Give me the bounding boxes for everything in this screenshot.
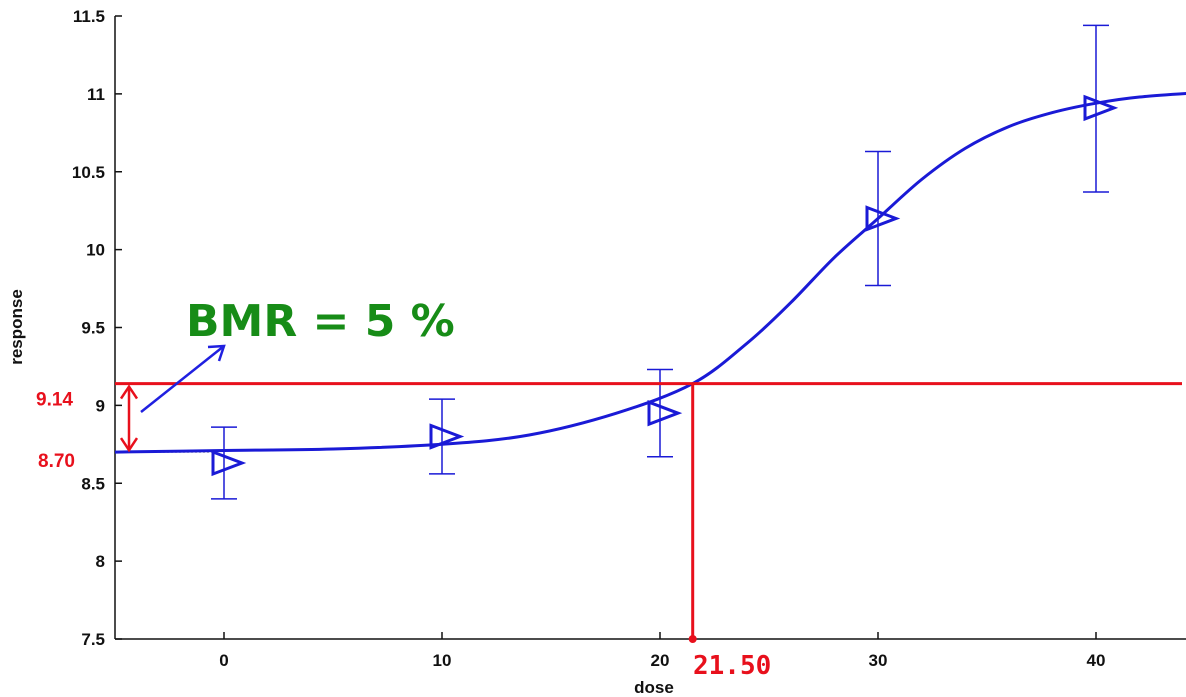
- y-tick-label: 11.5: [73, 7, 105, 26]
- x-tick-label: 20: [651, 651, 670, 670]
- x-tick-label: 0: [219, 651, 228, 670]
- x-tick-label: 30: [869, 651, 888, 670]
- y-axis-title: response: [7, 289, 26, 365]
- y-ticks: 7.5 8 8.5 9 9.5 10 10.5 11 11.5: [72, 7, 122, 649]
- bmd-dot: [688, 635, 697, 643]
- y-tick-label: 11: [87, 85, 105, 104]
- x-axis-title: dose: [634, 678, 674, 697]
- y-tick-label: 8.5: [81, 474, 105, 493]
- triangle-marker: [865, 205, 901, 232]
- y-tick-label: 10.5: [72, 163, 105, 182]
- x-tick-label: 10: [433, 651, 452, 670]
- data-markers: [211, 94, 1119, 477]
- background-response-label: 8.70: [38, 451, 75, 472]
- x-ticks: 0 10 20 30 40: [219, 632, 1105, 670]
- triangle-marker: [429, 423, 465, 450]
- triangle-marker: [211, 449, 247, 477]
- pointer-arrow-head: [207, 344, 226, 362]
- y-tick-label: 8: [96, 552, 105, 571]
- delta-arrow-head-down: [119, 437, 139, 453]
- fitted-curve: [114, 92, 1186, 454]
- y-tick-label: 10: [86, 241, 105, 260]
- x-tick-label: 40: [1087, 651, 1106, 670]
- delta-arrow-head-up: [119, 384, 139, 400]
- y-tick-label: 9.5: [81, 319, 105, 338]
- y-tick-label: 9: [96, 396, 105, 415]
- pointer-arrow-shaft: [140, 345, 225, 413]
- bmr-response-label: 9.14: [36, 390, 73, 411]
- bmd-label: 21.50: [693, 651, 771, 681]
- error-bars: [211, 24, 1109, 500]
- bmr-delta-arrow: [119, 384, 139, 453]
- y-tick-label: 7.5: [81, 630, 105, 649]
- bmr-label: BMR = 5 %: [186, 296, 455, 347]
- bmr-pointer-arrow: [140, 344, 226, 413]
- triangle-marker: [1083, 94, 1119, 122]
- triangle-marker: [647, 399, 683, 427]
